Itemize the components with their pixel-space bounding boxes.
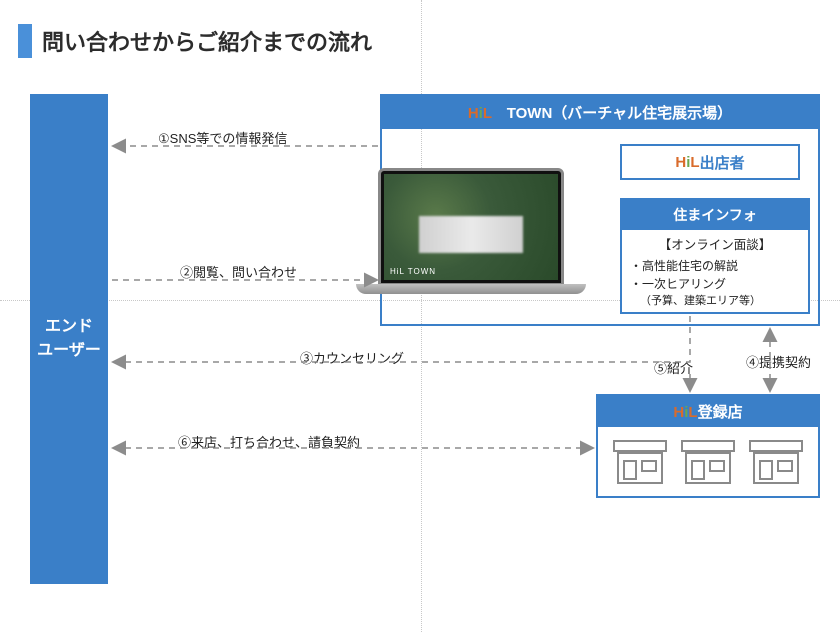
store-icon bbox=[746, 437, 806, 487]
laptop-image bbox=[384, 174, 558, 280]
shuttensha-suffix: 出店者 bbox=[700, 152, 745, 173]
store-row bbox=[598, 427, 818, 487]
label-a3: ③カウンセリング bbox=[300, 348, 404, 367]
touroku-suffix: 登録店 bbox=[698, 404, 743, 421]
sumai-line1: 【オンライン面談】 bbox=[630, 236, 800, 255]
laptop-screen bbox=[378, 168, 564, 286]
brand-hil: HiL bbox=[675, 154, 699, 171]
laptop-base bbox=[356, 284, 586, 294]
brand-hil: HiL bbox=[468, 105, 492, 122]
page-title: 問い合わせからご紹介までの流れ bbox=[18, 24, 372, 58]
slide: 問い合わせからご紹介までの流れ エンドユーザー HiL TOWN（バーチャル住宅… bbox=[0, 0, 840, 632]
node-enduser: エンドユーザー bbox=[30, 94, 108, 584]
brand-hil: HiL bbox=[673, 404, 697, 421]
node-sumai: 住まインフォ 【オンライン面談】 ・高性能住宅の解説 ・一次ヒアリング （予算、… bbox=[620, 198, 810, 314]
label-a1: ①SNS等での情報発信 bbox=[158, 128, 287, 147]
label-a2: ②閲覧、問い合わせ bbox=[180, 262, 297, 281]
sumai-body: 【オンライン面談】 ・高性能住宅の解説 ・一次ヒアリング （予算、建築エリア等） bbox=[622, 230, 808, 313]
sumai-header: 住まインフォ bbox=[622, 200, 808, 230]
title-accent bbox=[18, 24, 32, 58]
sumai-line3: ・一次ヒアリング bbox=[630, 275, 800, 293]
sumai-line2: ・高性能住宅の解説 bbox=[630, 257, 800, 275]
label-a5: ⑤紹介 bbox=[654, 358, 693, 377]
sumai-line4: （予算、建築エリア等） bbox=[630, 293, 800, 310]
node-shuttensha: HiL出店者 bbox=[620, 144, 800, 180]
label-a4: ④提携契約 bbox=[746, 352, 811, 371]
hiltown-header: HiL TOWN（バーチャル住宅展示場） bbox=[382, 96, 818, 129]
touroku-header: HiL登録店 bbox=[598, 396, 818, 427]
store-icon bbox=[678, 437, 738, 487]
store-icon bbox=[610, 437, 670, 487]
node-touroku: HiL登録店 bbox=[596, 394, 820, 498]
laptop-icon bbox=[356, 168, 586, 304]
enduser-label: エンドユーザー bbox=[37, 315, 101, 363]
title-text: 問い合わせからご紹介までの流れ bbox=[42, 25, 372, 57]
label-a6: ⑥来店、打ち合わせ、請負契約 bbox=[178, 432, 360, 451]
hiltown-header-suffix: TOWN（バーチャル住宅展示場） bbox=[492, 105, 732, 122]
